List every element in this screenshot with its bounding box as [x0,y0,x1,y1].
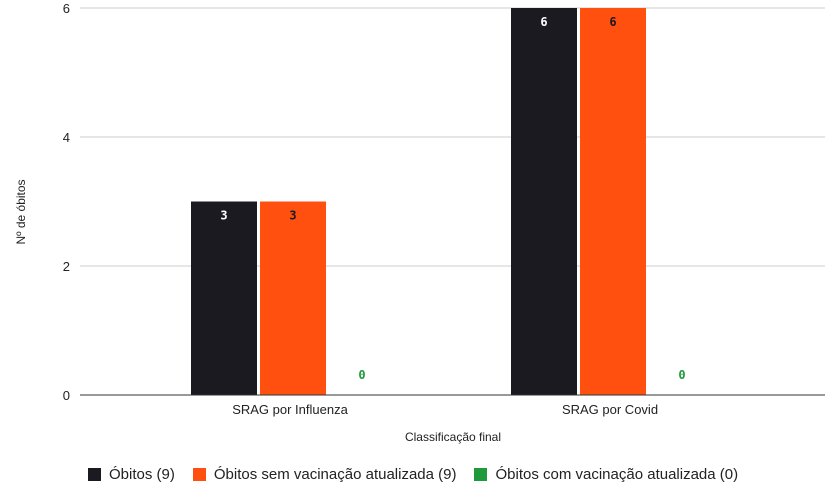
x-axis-title: Classificação final [405,430,501,444]
data-label-srag-por-influenza-series-1: 3 [220,209,227,223]
data-labels: 3 3 0 6 6 0 [220,15,685,382]
bars [191,8,646,395]
legend: Óbitos (9) Óbitos sem vacinação atualiza… [88,466,756,483]
y-tick-label-6: 6 [63,1,70,16]
data-label-srag-por-covid-series-3: 0 [678,368,685,382]
x-tick-label-srag-por-covid: SRAG por Covid [562,402,658,417]
bar-srag-por-covid-series-1 [511,8,577,395]
legend-swatch-sem-vacinacao [192,468,206,481]
legend-swatch-obitos [88,468,101,481]
legend-label-com-vacinacao: Óbitos com vacinação atualizada (0) [495,466,739,483]
data-label-srag-por-influenza-series-3: 0 [358,368,365,382]
legend-item-obitos: Óbitos (9) [88,466,175,483]
data-label-srag-por-covid-series-2: 6 [609,15,616,29]
bar-srag-por-covid-series-2 [580,8,646,395]
y-tick-label-4: 4 [63,130,70,145]
y-axis-ticks: 0 2 4 6 [63,1,70,403]
bar-srag-por-influenza-series-2 [260,201,326,395]
y-tick-label-2: 2 [63,259,70,274]
x-axis-ticks: SRAG por Influenza SRAG por Covid [232,402,658,417]
data-label-srag-por-covid-series-1: 6 [540,15,547,29]
legend-swatch-com-vacinacao [474,468,488,481]
bar-srag-por-influenza-series-1 [191,201,257,395]
x-tick-label-srag-por-influenza: SRAG por Influenza [232,402,348,417]
data-label-srag-por-influenza-series-2: 3 [289,209,296,223]
legend-item-sem-vacinacao: Óbitos sem vacinação atualizada (9) [192,466,457,483]
y-axis-title: Nº de óbitos [14,179,28,244]
y-tick-label-0: 0 [63,388,70,403]
legend-label-sem-vacinacao: Óbitos sem vacinação atualizada (9) [213,466,457,483]
legend-item-com-vacinacao: Óbitos com vacinação atualizada (0) [474,466,738,483]
legend-label-obitos: Óbitos (9) [109,466,175,483]
